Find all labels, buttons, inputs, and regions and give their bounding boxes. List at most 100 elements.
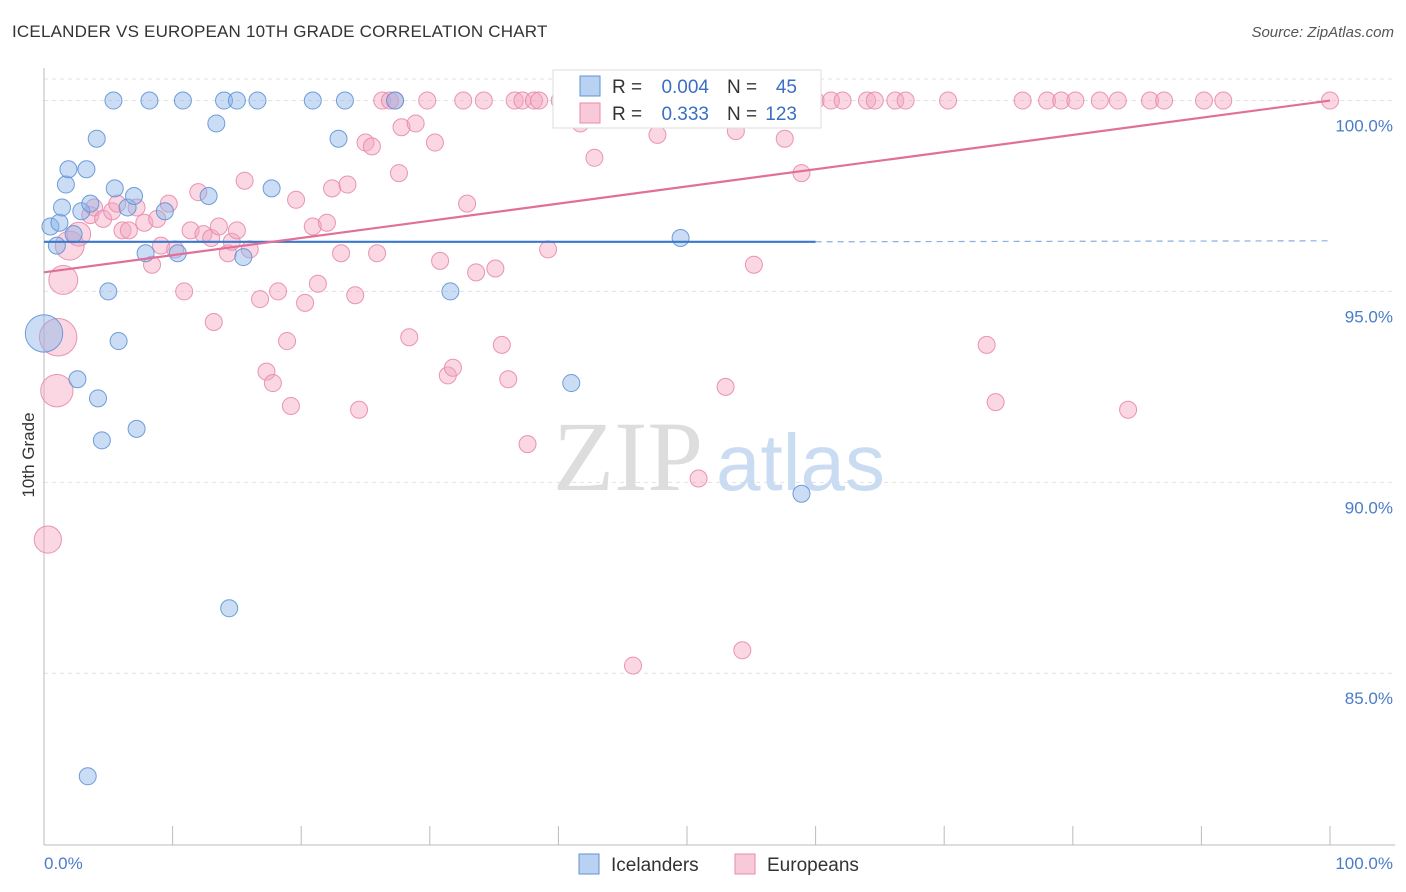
european-point: [792, 164, 811, 183]
european-point: [263, 374, 282, 393]
european-point: [1052, 91, 1071, 110]
european-point: [585, 148, 604, 167]
icelander-point: [220, 599, 239, 618]
icelander-point: [215, 91, 234, 110]
european-point: [443, 358, 462, 377]
icelander-point: [792, 484, 811, 503]
european-point: [175, 282, 194, 301]
icelander-point: [53, 198, 72, 217]
icelander-point: [262, 179, 281, 198]
european-point: [939, 91, 958, 110]
trend-lines: [43, 99, 1331, 274]
european-points: [33, 91, 1339, 675]
european-point: [119, 221, 138, 240]
axes: [43, 68, 1395, 846]
european-point: [338, 175, 357, 194]
chart-title: ICELANDER VS EUROPEAN 10TH GRADE CORRELA…: [12, 22, 548, 41]
icelander-point: [671, 228, 690, 247]
bottom-legend-swatch-europeans: [734, 853, 756, 875]
icelander-point: [47, 236, 66, 255]
european-point: [317, 213, 336, 232]
european-point: [499, 370, 518, 389]
icelander-point: [50, 213, 69, 232]
european-point: [368, 244, 387, 263]
european-point: [350, 400, 369, 419]
european-point: [1038, 91, 1057, 110]
european-point: [518, 435, 537, 454]
icelander-point: [99, 282, 118, 301]
european-point: [492, 335, 511, 354]
european-point: [648, 125, 667, 144]
legend-n-label: N =: [727, 77, 757, 98]
icelander-point: [127, 419, 146, 438]
bottom-legend-label-icelanders: Icelanders: [611, 855, 699, 876]
european-point: [227, 221, 246, 240]
icelander-point: [59, 160, 78, 179]
european-point: [38, 318, 78, 357]
icelander-point: [227, 91, 246, 110]
european-point: [689, 469, 708, 488]
european-point: [733, 641, 752, 660]
european-point: [977, 335, 996, 354]
european-point: [332, 244, 351, 263]
legend-n-label: N =: [727, 104, 757, 125]
european-point: [204, 312, 223, 331]
european-point: [467, 263, 486, 282]
legend-r-value: 0.004: [661, 77, 709, 98]
european-point: [1013, 91, 1032, 110]
european-point: [744, 255, 763, 274]
european-point: [143, 255, 162, 274]
european-point: [886, 91, 905, 110]
icelander-point: [68, 370, 87, 389]
watermark-atlas: atlas: [716, 418, 885, 507]
icelander-point: [207, 114, 226, 133]
icelander-point: [329, 129, 348, 148]
icelander-point: [78, 767, 97, 786]
european-point: [1119, 400, 1138, 419]
icelander-points: [24, 91, 811, 786]
tick-labels: 85.0% 90.0% 95.0% 100.0% 0.0% 100.0%: [44, 117, 1393, 873]
european-point: [1066, 91, 1085, 110]
chart-source: Source: ZipAtlas.com: [1251, 24, 1394, 41]
icelander-trend-extension: [815, 240, 1331, 243]
european-point: [33, 525, 62, 554]
european-point: [127, 198, 146, 217]
european-point: [458, 194, 477, 213]
european-point: [775, 129, 794, 148]
european-point: [380, 91, 399, 110]
european-point: [406, 114, 425, 133]
icelander-point: [386, 91, 405, 110]
legend-r-label: R =: [612, 104, 642, 125]
icelander-point: [105, 179, 124, 198]
european-point: [858, 91, 877, 110]
icelander-point: [155, 202, 174, 221]
european-point: [524, 91, 543, 110]
european-point: [94, 209, 113, 228]
icelander-point: [173, 91, 192, 110]
bottom-legend-label-europeans: Europeans: [767, 855, 859, 876]
legend-r-value: 0.333: [661, 104, 709, 125]
icelander-point: [72, 202, 91, 221]
european-point: [833, 91, 852, 110]
y-tick-label: 90.0%: [1345, 498, 1393, 517]
european-point: [209, 217, 228, 236]
y-tick-label: 95.0%: [1345, 307, 1393, 326]
icelander-point: [77, 160, 96, 179]
european-point: [373, 91, 392, 110]
bottom-legend: Icelanders Europeans: [578, 853, 859, 876]
icelander-point: [303, 91, 322, 110]
icelander-point: [118, 198, 137, 217]
legend-r-label: R =: [612, 77, 642, 98]
legend-box: R = 0.004 N = 45 R = 0.333 N = 123: [552, 69, 822, 129]
european-point: [362, 137, 381, 156]
european-point: [296, 293, 315, 312]
european-point: [189, 183, 208, 202]
european-point: [54, 230, 85, 261]
european-point: [1194, 91, 1213, 110]
legend-n-value: 45: [776, 77, 797, 98]
european-point: [539, 240, 558, 259]
grid-lines: [44, 78, 1395, 674]
icelander-point: [125, 186, 144, 205]
european-point: [425, 133, 444, 152]
icelander-point: [234, 248, 253, 267]
